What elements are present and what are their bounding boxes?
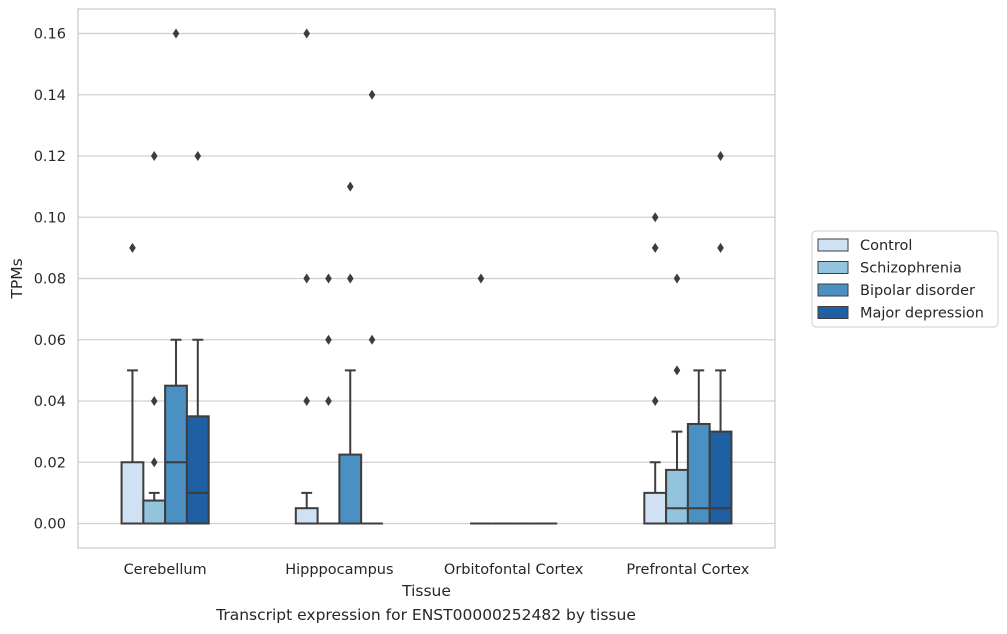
outlier-point [150,151,158,161]
box-0-1 [142,491,167,525]
legend-frame [811,230,999,328]
iqr-box [294,507,319,525]
outlier-point [303,28,311,39]
legend: Control Schizophrenia Bipolar disorder Majo… [811,230,999,328]
outlier-point [651,396,659,406]
box-3-0 [643,461,668,525]
outlier-point [651,212,659,223]
outlier-point [150,396,158,406]
outlier-point [194,151,202,161]
y-tick-label: 0.12 [34,149,66,165]
y-tick-label: 0.14 [34,88,66,104]
legend-swatch [817,283,849,297]
x-axis-title: Tissue [401,582,451,600]
box-1-2 [338,369,363,525]
box-1-0 [294,491,319,525]
box-0-3 [185,338,210,525]
chart-caption: Transcript expression for ENST0000025248… [216,606,636,624]
x-axis-ticks: Cerebellum Hipppocampus Orbitofontal Corte… [124,562,750,578]
y-tick-label: 0.00 [34,517,66,533]
outlier-point [346,181,354,192]
boxes [120,338,733,525]
outlier-point [303,273,311,284]
iqr-box [185,415,210,525]
iqr-box [643,491,668,525]
legend-swatch [817,238,849,252]
y-tick-label: 0.16 [34,27,66,43]
outlier-point [325,273,332,284]
box-0-0 [120,369,145,525]
outliers [129,28,724,468]
iqr-box [665,468,689,525]
outlier-point [368,334,376,345]
plot-frame [77,8,776,549]
x-tick-label: Hipppocampus [285,562,393,578]
outlier-point [325,334,332,345]
legend-label: Schizophrenia [860,261,962,277]
y-axis-ticks: 0.00 0.02 0.04 0.06 0.08 0.10 0.12 0.14 0.16 [34,27,66,533]
outlier-point [129,242,136,253]
y-tick-label: 0.02 [34,455,66,471]
legend-label: Control [860,238,912,254]
legend-swatch [817,306,849,319]
box-3-2 [686,369,711,525]
outlier-point [303,396,311,406]
x-tick-label: Prefrontal Cortex [626,562,749,578]
iqr-box [338,453,363,525]
outlier-point [172,28,180,39]
x-tick-label: Cerebellum [124,562,207,578]
legend-label: Bipolar disorder [860,283,975,299]
y-axis-title: TPMs [8,258,26,299]
outlier-point [717,242,724,253]
iqr-box [164,384,188,525]
iqr-box [708,430,733,525]
y-tick-label: 0.08 [34,272,66,288]
outlier-point [477,273,485,284]
y-tick-label: 0.04 [34,394,66,410]
iqr-box [142,499,167,525]
outlier-point [673,273,681,284]
iqr-box [120,461,145,525]
box-0-2 [164,338,188,525]
box-3-3 [708,369,733,525]
x-tick-label: Orbitofontal Cortex [444,562,584,578]
outlier-point [651,242,659,253]
legend-label: Major depression [860,306,984,322]
legend-swatch [817,261,849,274]
outlier-point [325,396,332,406]
outlier-point [717,151,724,161]
y-tick-label: 0.06 [34,333,66,349]
outlier-point [150,457,158,468]
box-3-1 [665,430,689,525]
outlier-point [346,273,354,284]
y-tick-label: 0.10 [34,210,66,226]
outlier-point [368,89,376,100]
outlier-point [673,365,681,376]
